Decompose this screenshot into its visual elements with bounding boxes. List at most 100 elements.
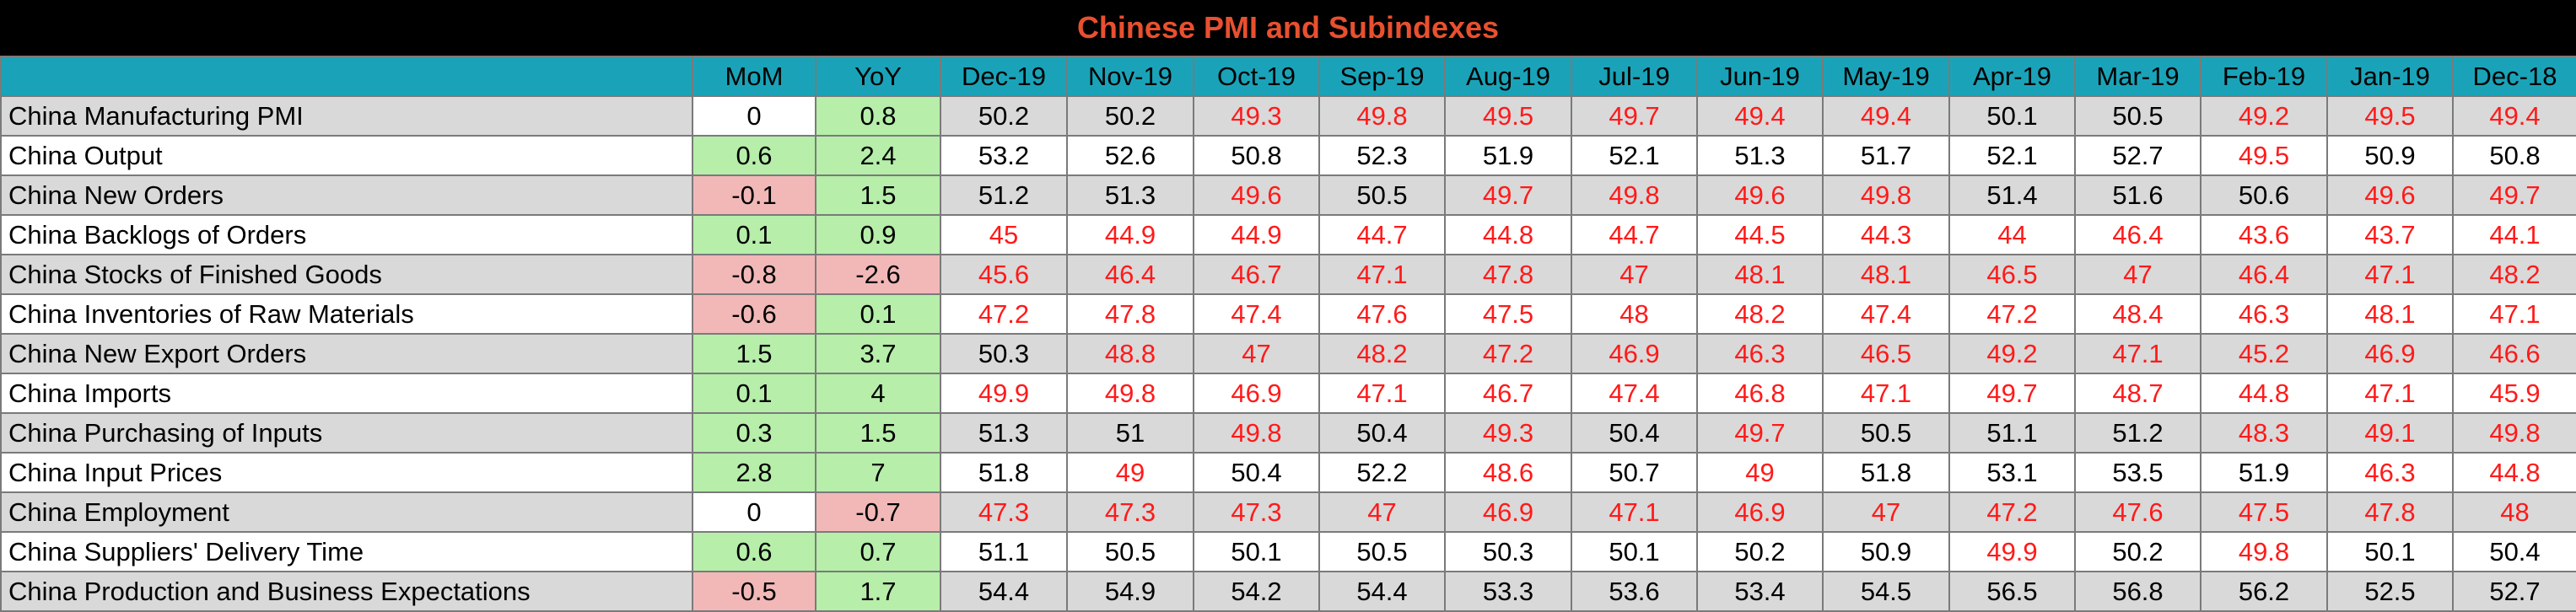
value-cell: 49.8	[2200, 531, 2328, 572]
value-cell: 54.4	[1318, 571, 1446, 612]
value-cell: 45.9	[2452, 373, 2576, 414]
value-cell: 51.4	[1948, 174, 2076, 216]
value-cell: 47.4	[1193, 293, 1320, 335]
mom-cell: 0	[692, 95, 816, 137]
value-cell: 48	[2452, 491, 2576, 533]
value-cell: 52.7	[2074, 135, 2201, 176]
value-cell: 47.5	[1444, 293, 1572, 335]
value-cell: 47.1	[2452, 293, 2576, 335]
value-cell: 47.3	[1193, 491, 1320, 533]
table-row: China Purchasing of Inputs 0.3 1.5 51.3 51 49…	[0, 412, 2576, 454]
column-header: Aug-19	[1444, 56, 1572, 97]
value-cell: 47.5	[2200, 491, 2328, 533]
value-cell: 46.5	[1948, 254, 2076, 295]
value-cell: 44.1	[2452, 214, 2576, 255]
value-cell: 44.3	[1822, 214, 1950, 255]
value-cell: 50.1	[2326, 531, 2454, 572]
value-cell: 47.4	[1822, 293, 1950, 335]
value-cell: 52.5	[2326, 571, 2454, 612]
value-cell: 49.8	[1822, 174, 1950, 216]
value-cell: 48.2	[1696, 293, 1824, 335]
value-cell: 43.6	[2200, 214, 2328, 255]
value-cell: 49.2	[1948, 333, 2076, 374]
value-cell: 48.7	[2074, 373, 2201, 414]
value-cell: 56.5	[1948, 571, 2076, 612]
value-cell: 49.7	[1444, 174, 1572, 216]
value-cell: 48.3	[2200, 412, 2328, 454]
column-header: Dec-18	[2452, 56, 2576, 97]
value-cell: 56.2	[2200, 571, 2328, 612]
value-cell: 51.1	[940, 531, 1068, 572]
value-cell: 52.7	[2452, 571, 2576, 612]
value-cell: 54.9	[1066, 571, 1194, 612]
yoy-cell: 0.8	[815, 95, 941, 137]
row-label: China Input Prices	[0, 452, 693, 493]
value-cell: 46.9	[2326, 333, 2454, 374]
value-cell: 51.9	[2200, 452, 2328, 493]
value-cell: 50.8	[1193, 135, 1320, 176]
table-row: China Employment 0 -0.7 47.3 47.3 47.3 47 46.9 4…	[0, 491, 2576, 533]
value-cell: 51.3	[940, 412, 1068, 454]
value-cell: 48.2	[2452, 254, 2576, 295]
value-cell: 50.1	[1948, 95, 2076, 137]
value-cell: 46.8	[1696, 373, 1824, 414]
value-cell: 47.1	[1571, 491, 1698, 533]
value-cell: 50.1	[1571, 531, 1698, 572]
mom-cell: 2.8	[692, 452, 816, 493]
value-cell: 47	[1318, 491, 1446, 533]
value-cell: 50.5	[2074, 95, 2201, 137]
value-cell: 49.3	[1444, 412, 1572, 454]
table-row: China New Orders -0.1 1.5 51.2 51.3 49.6 50.5 4…	[0, 174, 2576, 216]
value-cell: 48	[1571, 293, 1698, 335]
value-cell: 49.7	[1948, 373, 2076, 414]
value-cell: 50.9	[1822, 531, 1950, 572]
column-header: Dec-19	[940, 56, 1068, 97]
value-cell: 46.4	[2074, 214, 2201, 255]
value-cell: 46.4	[1066, 254, 1194, 295]
value-cell: 51	[1066, 412, 1194, 454]
table-row: China New Export Orders 1.5 3.7 50.3 48.8 47 4…	[0, 333, 2576, 374]
column-header: Feb-19	[2200, 56, 2328, 97]
value-cell: 51.8	[940, 452, 1068, 493]
value-cell: 47.1	[2074, 333, 2201, 374]
row-label: China Imports	[0, 373, 693, 414]
value-cell: 50.3	[1444, 531, 1572, 572]
value-cell: 50.2	[1066, 95, 1194, 137]
mom-cell: -0.5	[692, 571, 816, 612]
value-cell: 56.8	[2074, 571, 2201, 612]
value-cell: 51.7	[1822, 135, 1950, 176]
column-header: Jul-19	[1571, 56, 1698, 97]
value-cell: 53.4	[1696, 571, 1824, 612]
value-cell: 50.8	[2452, 135, 2576, 176]
value-cell: 44.8	[2452, 452, 2576, 493]
value-cell: 53.6	[1571, 571, 1698, 612]
column-header: Jun-19	[1696, 56, 1824, 97]
value-cell: 47.6	[2074, 491, 2201, 533]
value-cell: 44.7	[1318, 214, 1446, 255]
value-cell: 46.3	[2200, 293, 2328, 335]
value-cell: 46.3	[2326, 452, 2454, 493]
value-cell: 53.5	[2074, 452, 2201, 493]
value-cell: 54.5	[1822, 571, 1950, 612]
value-cell: 49.8	[1066, 373, 1194, 414]
value-cell: 46.7	[1444, 373, 1572, 414]
value-cell: 49.9	[1948, 531, 2076, 572]
value-cell: 47.1	[2326, 254, 2454, 295]
yoy-cell: 7	[815, 452, 941, 493]
value-cell: 49.8	[2452, 412, 2576, 454]
value-cell: 54.2	[1193, 571, 1320, 612]
mom-cell: 0	[692, 491, 816, 533]
value-cell: 51.1	[1948, 412, 2076, 454]
pmi-table: MoM YoY Dec-19 Nov-19 Oct-19 Sep-19 Aug-19 Jul-…	[0, 56, 2576, 612]
value-cell: 49.8	[1318, 95, 1446, 137]
value-cell: 51.8	[1822, 452, 1950, 493]
header-corner	[0, 56, 693, 97]
value-cell: 49.7	[1571, 95, 1698, 137]
value-cell: 47.8	[2326, 491, 2454, 533]
value-cell: 49.4	[1822, 95, 1950, 137]
value-cell: 48.4	[2074, 293, 2201, 335]
value-cell: 46.3	[1696, 333, 1824, 374]
yoy-cell: 2.4	[815, 135, 941, 176]
value-cell: 53.3	[1444, 571, 1572, 612]
